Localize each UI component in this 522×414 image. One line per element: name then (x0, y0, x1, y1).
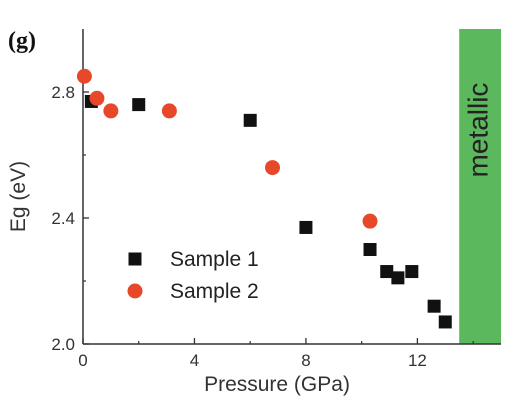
data-point-sample-2 (76, 68, 92, 84)
panel-label: (g) (8, 28, 36, 54)
data-point-sample-2 (264, 160, 280, 176)
data-point-sample-1 (132, 98, 146, 112)
legend-label: Sample 2 (170, 280, 259, 303)
y-axis-title: Eg (eV) (7, 161, 30, 232)
x-tick-label: 0 (78, 351, 87, 370)
x-axis-title: Pressure (GPa) (204, 373, 350, 396)
data-point-sample-1 (438, 315, 452, 329)
legend-marker-sample-1 (128, 252, 142, 266)
metallic-region (459, 29, 501, 344)
data-point-sample-1 (299, 220, 313, 234)
metallic-region-label: metallic (462, 83, 493, 178)
y-tick-label: 2.4 (51, 209, 75, 228)
legend-marker-sample-2 (127, 283, 143, 299)
data-point-sample-2 (103, 103, 119, 119)
data-point-sample-1 (380, 265, 394, 279)
data-point-sample-1 (405, 265, 419, 279)
x-tick-label: 4 (190, 351, 199, 370)
x-tick-label: 12 (408, 351, 427, 370)
data-point-sample-2 (362, 213, 378, 229)
data-point-sample-1 (363, 243, 377, 256)
data-point-sample-2 (161, 103, 177, 119)
y-tick-label: 2.0 (51, 335, 75, 354)
data-point-sample-1 (243, 113, 257, 127)
x-tick-label: 8 (301, 351, 310, 370)
y-tick-label: 2.8 (51, 83, 75, 102)
legend-label: Sample 1 (170, 248, 259, 271)
data-point-sample-2 (89, 90, 105, 106)
data-point-sample-1 (391, 271, 405, 285)
data-point-sample-1 (427, 299, 441, 313)
